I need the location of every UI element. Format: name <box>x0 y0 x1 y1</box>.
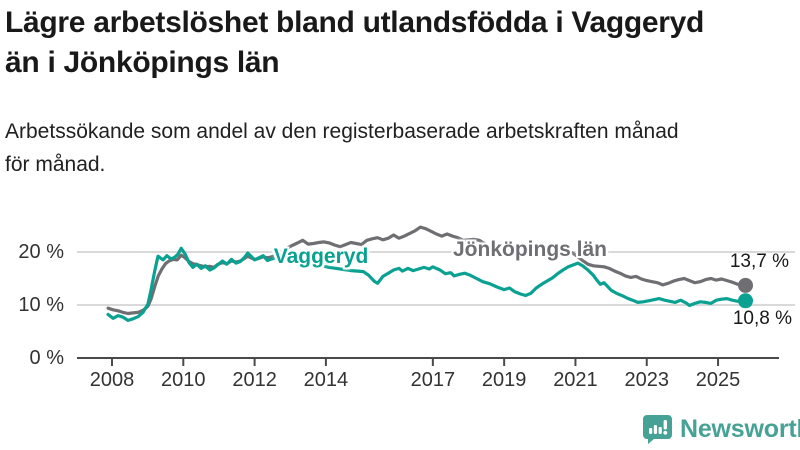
x-axis-label: 2023 <box>624 369 670 391</box>
x-axis-label: 2014 <box>303 369 349 391</box>
series-label-vaggeryd: Vaggeryd <box>273 245 369 268</box>
end-value-label-jonkopings-lan: 13,7 % <box>729 251 789 272</box>
series-end-dot-jonkopings-lan <box>738 277 754 293</box>
x-axis-label: 2017 <box>410 369 456 391</box>
title-line-1: Lägre arbetslöshet bland utlandsfödda i … <box>5 6 705 39</box>
y-axis-label: 0 % <box>29 347 64 369</box>
x-axis-label: 2010 <box>161 369 206 391</box>
y-axis-label: 20 % <box>18 241 64 263</box>
series-label-jonkopings-lan: Jönköpings län <box>452 238 608 261</box>
x-axis-label: 2019 <box>481 369 527 391</box>
newsworthy-logo: Newsworthy <box>643 414 800 444</box>
series-end-dot-vaggeryd <box>738 293 754 309</box>
chart-subtitle: Arbetssökande som andel av den registerb… <box>5 115 797 181</box>
newsworthy-logo-text: Newsworthy <box>680 414 800 443</box>
end-value-label-vaggeryd: 10,8 % <box>732 308 792 329</box>
y-axis-label: 10 % <box>18 294 64 316</box>
x-axis-label: 2025 <box>695 369 741 391</box>
x-axis-label: 2008 <box>89 369 135 391</box>
subtitle-line-1: Arbetssökande som andel av den registerb… <box>5 120 679 143</box>
x-axis-label: 2012 <box>232 369 277 391</box>
series-line-vaggeryd <box>106 246 748 322</box>
title-line-2: än i Jönköpings län <box>5 46 280 79</box>
bar-chart-speech-bubble-icon <box>643 415 672 444</box>
page-title: Lägre arbetslöshet bland utlandsfödda i … <box>5 3 797 83</box>
subtitle-line-2: för månad. <box>5 153 106 176</box>
x-axis-label: 2021 <box>553 369 598 391</box>
